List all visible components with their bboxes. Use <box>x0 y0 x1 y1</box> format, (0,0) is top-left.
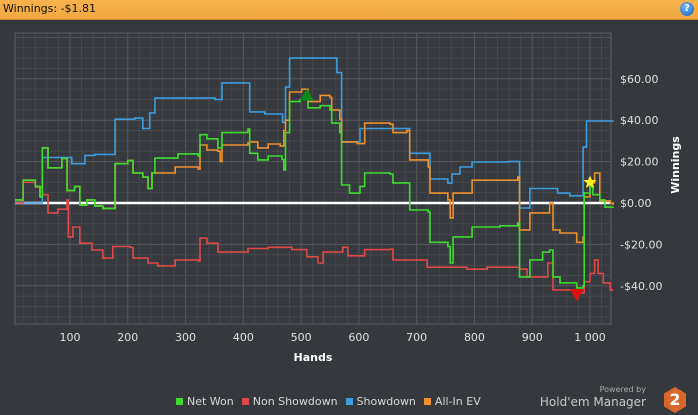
holdem-manager-logo: Powered by Hold'em Manager 2 <box>486 385 686 413</box>
x-tick-label: 100 <box>60 331 81 344</box>
help-icon[interactable]: ? <box>680 2 694 16</box>
min-marker-icon <box>569 289 584 302</box>
legend-net-won[interactable]: Net Won <box>176 395 234 408</box>
x-tick-label: 800 <box>464 331 485 344</box>
y-tick-label: -$20.00 <box>620 238 662 251</box>
legend-swatch <box>345 398 353 405</box>
legend-showdown[interactable]: Showdown <box>345 395 416 408</box>
legend-label: Net Won <box>187 395 234 408</box>
series-line-showdown <box>15 57 614 209</box>
title-bar: Winnings: -$1.81 ? <box>0 0 698 20</box>
brand-name: Hold'em Manager <box>539 395 646 409</box>
winnings-title: Winnings: -$1.81 <box>3 2 97 15</box>
star-marker-icon <box>583 175 597 188</box>
y-tick-label: -$40.00 <box>620 280 662 293</box>
x-tick-label: 500 <box>291 331 312 344</box>
legend-label: Non Showdown <box>252 395 338 408</box>
legend-label: All-In EV <box>434 395 481 408</box>
x-tick-label: 1 000 <box>574 331 606 344</box>
x-tick-label: 700 <box>406 331 427 344</box>
x-tick-label: 300 <box>175 331 196 344</box>
series-line-net-won <box>15 98 614 289</box>
x-tick-label: 900 <box>522 331 543 344</box>
max-marker-icon <box>299 88 314 101</box>
y-tick-label: $40.00 <box>620 114 659 127</box>
legend-swatch <box>176 398 183 405</box>
y-tick-label: $0.00 <box>620 197 652 210</box>
y-tick-label: $20.00 <box>620 156 659 169</box>
y-axis-title: Winnings <box>669 136 682 194</box>
brand-badge-icon: 2 <box>664 387 686 413</box>
powered-by-text: Powered by <box>599 385 646 394</box>
legend-label: Showdown <box>356 395 416 408</box>
legend-all-in-ev[interactable]: All-In EV <box>423 395 481 408</box>
x-tick-label: 400 <box>233 331 254 344</box>
legend: Net Won Non Showdown Showdown All-In EV <box>176 395 481 408</box>
legend-swatch <box>423 398 431 405</box>
legend-swatch <box>241 398 249 405</box>
x-axis-title: Hands <box>294 351 333 364</box>
x-tick-label: 600 <box>348 331 369 344</box>
y-tick-label: $60.00 <box>620 73 659 86</box>
x-tick-label: 200 <box>117 331 138 344</box>
legend-non-showdown[interactable]: Non Showdown <box>241 395 338 408</box>
